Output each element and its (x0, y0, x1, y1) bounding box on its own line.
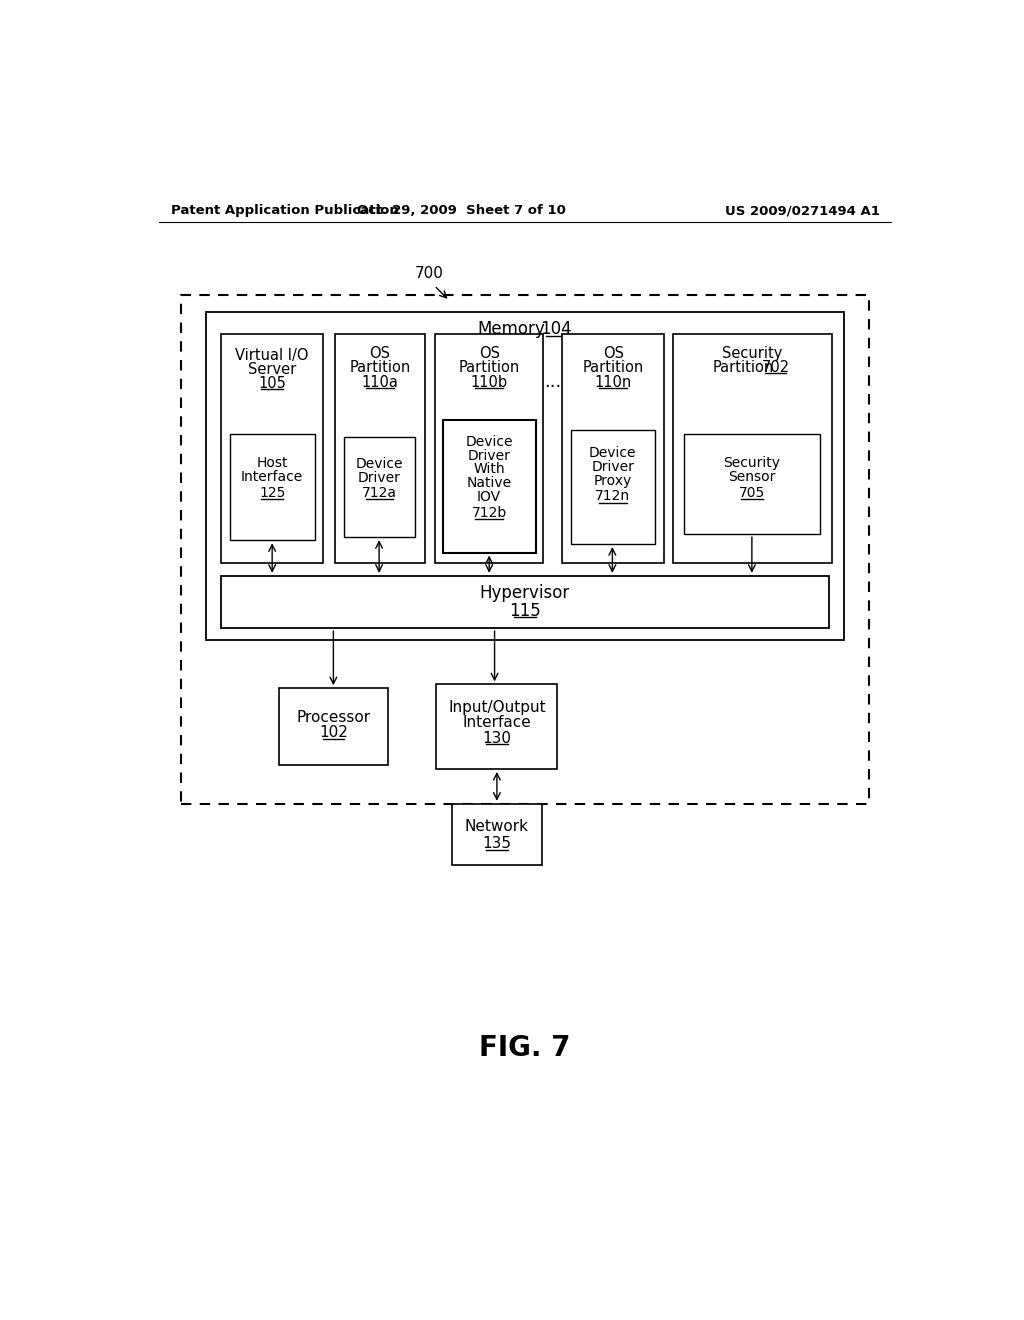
Bar (221, 334, 324, 562)
Text: 700: 700 (415, 267, 443, 281)
Bar (684, 434, 820, 535)
Text: FIG. 7: FIG. 7 (479, 1034, 570, 1061)
Text: 125: 125 (259, 486, 286, 499)
Text: 110a: 110a (361, 375, 398, 389)
Text: Server: Server (248, 362, 296, 378)
Text: Device: Device (465, 434, 513, 449)
Text: Partition: Partition (459, 360, 520, 375)
Text: Proxy: Proxy (594, 474, 632, 488)
Text: 130: 130 (482, 731, 511, 746)
Text: OS: OS (603, 346, 624, 360)
Text: 115: 115 (509, 602, 541, 620)
Text: Sensor: Sensor (728, 470, 775, 484)
Text: 712n: 712n (595, 490, 631, 503)
Text: Device: Device (589, 446, 637, 461)
Text: 712a: 712a (362, 486, 397, 499)
Bar (673, 334, 831, 562)
Text: Input/Output: Input/Output (449, 700, 546, 715)
Text: Network: Network (465, 820, 529, 834)
Text: 105: 105 (258, 376, 286, 391)
Text: Interface: Interface (241, 470, 303, 484)
Bar (344, 437, 415, 537)
Bar (442, 420, 536, 553)
Text: 712b: 712b (471, 506, 507, 520)
Bar (229, 434, 314, 540)
Text: 135: 135 (482, 836, 511, 851)
Text: Oct. 29, 2009  Sheet 7 of 10: Oct. 29, 2009 Sheet 7 of 10 (356, 205, 565, 218)
Text: Patent Application Publication: Patent Application Publication (171, 205, 398, 218)
Text: Partition: Partition (713, 360, 773, 375)
Text: 104: 104 (540, 321, 571, 338)
Text: OS: OS (478, 346, 500, 360)
Text: 110n: 110n (595, 375, 632, 389)
Text: Native: Native (467, 477, 512, 490)
Text: Memory: Memory (477, 321, 545, 338)
Bar (280, 688, 388, 766)
Text: 705: 705 (738, 486, 765, 499)
Text: 702: 702 (762, 360, 790, 375)
Text: Device: Device (355, 457, 403, 471)
Text: Interface: Interface (463, 715, 531, 730)
Text: Host: Host (256, 457, 288, 470)
Text: Driver: Driver (591, 461, 634, 474)
Bar (562, 334, 665, 562)
Text: Processor: Processor (296, 710, 371, 725)
Text: Hypervisor: Hypervisor (479, 583, 570, 602)
Text: 102: 102 (318, 725, 348, 741)
Text: OS: OS (370, 346, 390, 360)
Bar (335, 334, 425, 562)
Text: Partition: Partition (349, 360, 411, 375)
Text: Driver: Driver (358, 471, 401, 484)
Text: Security: Security (722, 346, 782, 360)
Bar (436, 684, 557, 770)
Text: ...: ... (544, 374, 561, 392)
Bar (452, 804, 542, 866)
Text: With: With (473, 462, 505, 477)
Bar (221, 576, 828, 628)
Bar (206, 313, 844, 640)
Bar (180, 296, 869, 804)
Bar (435, 334, 544, 562)
Bar (570, 430, 655, 544)
Text: Driver: Driver (468, 449, 511, 462)
Text: Security: Security (723, 457, 780, 470)
Text: Partition: Partition (583, 360, 644, 375)
Text: 110b: 110b (471, 375, 508, 389)
Text: Virtual I/O: Virtual I/O (236, 348, 309, 363)
Text: IOV: IOV (477, 490, 501, 504)
Text: US 2009/0271494 A1: US 2009/0271494 A1 (725, 205, 880, 218)
